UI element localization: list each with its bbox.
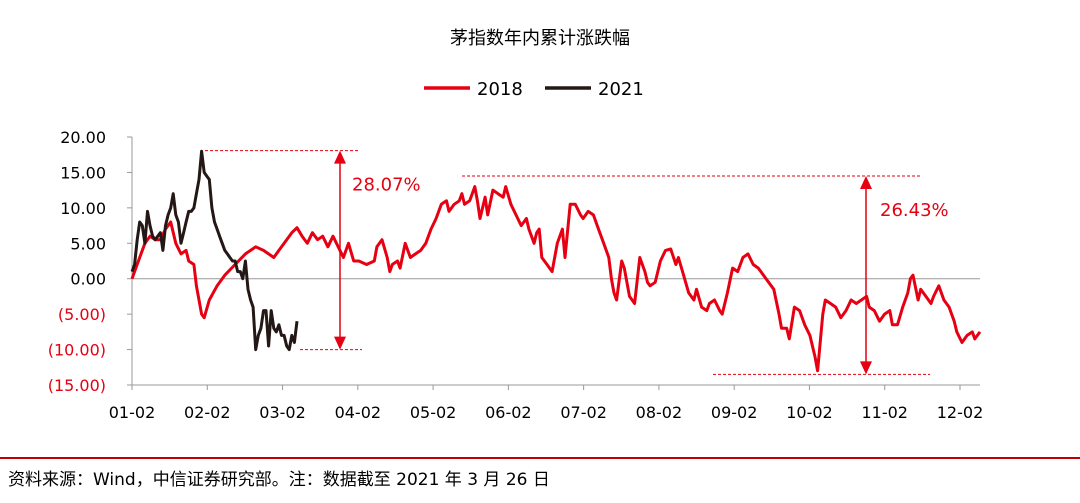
- y-tick-label: (5.00): [58, 305, 106, 324]
- series-line-2021: [130, 149, 299, 352]
- x-tick-label: 10-02: [786, 403, 833, 422]
- x-tick-label: 04-02: [335, 403, 382, 422]
- y-tick-label: 0.00: [70, 270, 106, 289]
- annotation-label: 26.43%: [880, 200, 949, 221]
- annotation-arrow-head-down: [860, 361, 872, 375]
- x-tick-label: 09-02: [711, 403, 758, 422]
- annotation-arrow-head-down: [334, 336, 346, 350]
- y-tick-label: 5.00: [70, 234, 106, 253]
- x-tick-label: 07-02: [560, 403, 607, 422]
- series-lines: [130, 149, 982, 373]
- x-tick-label: 06-02: [485, 403, 532, 422]
- y-tick-label: 20.00: [60, 128, 106, 147]
- source-note: 资料来源：Wind，中信证券研究部。注：数据截至 2021 年 3 月 26 日: [8, 470, 550, 490]
- x-tick-label: 11-02: [861, 403, 908, 422]
- y-tick-label: 10.00: [60, 199, 106, 218]
- y-tick-label: (15.00): [48, 376, 106, 395]
- chart-title: 茅指数年内累计涨跌幅: [450, 28, 630, 49]
- x-tick-label: 03-02: [259, 403, 306, 422]
- y-tick-label: 15.00: [60, 163, 106, 182]
- axes: 20.00 15.00 10.00 5.00 0.00 (5.00) (10.00) (15.…: [48, 128, 984, 422]
- x-tick-label: 02-02: [184, 403, 231, 422]
- series-line-2018: [130, 185, 982, 373]
- x-tick-label: 01-02: [109, 403, 156, 422]
- source-divider: [0, 457, 1080, 459]
- y-tick-label: (10.00): [48, 341, 106, 360]
- legend-label-2018: 2018: [477, 79, 523, 100]
- x-tick-label: 05-02: [410, 403, 457, 422]
- annotations: 28.07% 26.43%: [205, 150, 949, 375]
- legend-label-2021: 2021: [598, 79, 644, 100]
- x-tick-label: 08-02: [636, 403, 683, 422]
- x-tick-label: 12-02: [937, 403, 984, 422]
- annotation-arrow-head-up: [860, 175, 872, 189]
- legend: 2018 2021: [424, 79, 644, 100]
- annotation-label: 28.07%: [352, 175, 421, 196]
- chart: 茅指数年内累计涨跌幅 2018 2021 20.00 15.00 10.00 5.00…: [48, 28, 984, 422]
- annotation-arrow-head-up: [334, 150, 346, 164]
